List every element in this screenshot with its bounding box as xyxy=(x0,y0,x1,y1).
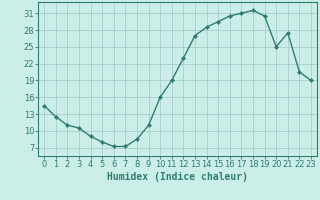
X-axis label: Humidex (Indice chaleur): Humidex (Indice chaleur) xyxy=(107,172,248,182)
